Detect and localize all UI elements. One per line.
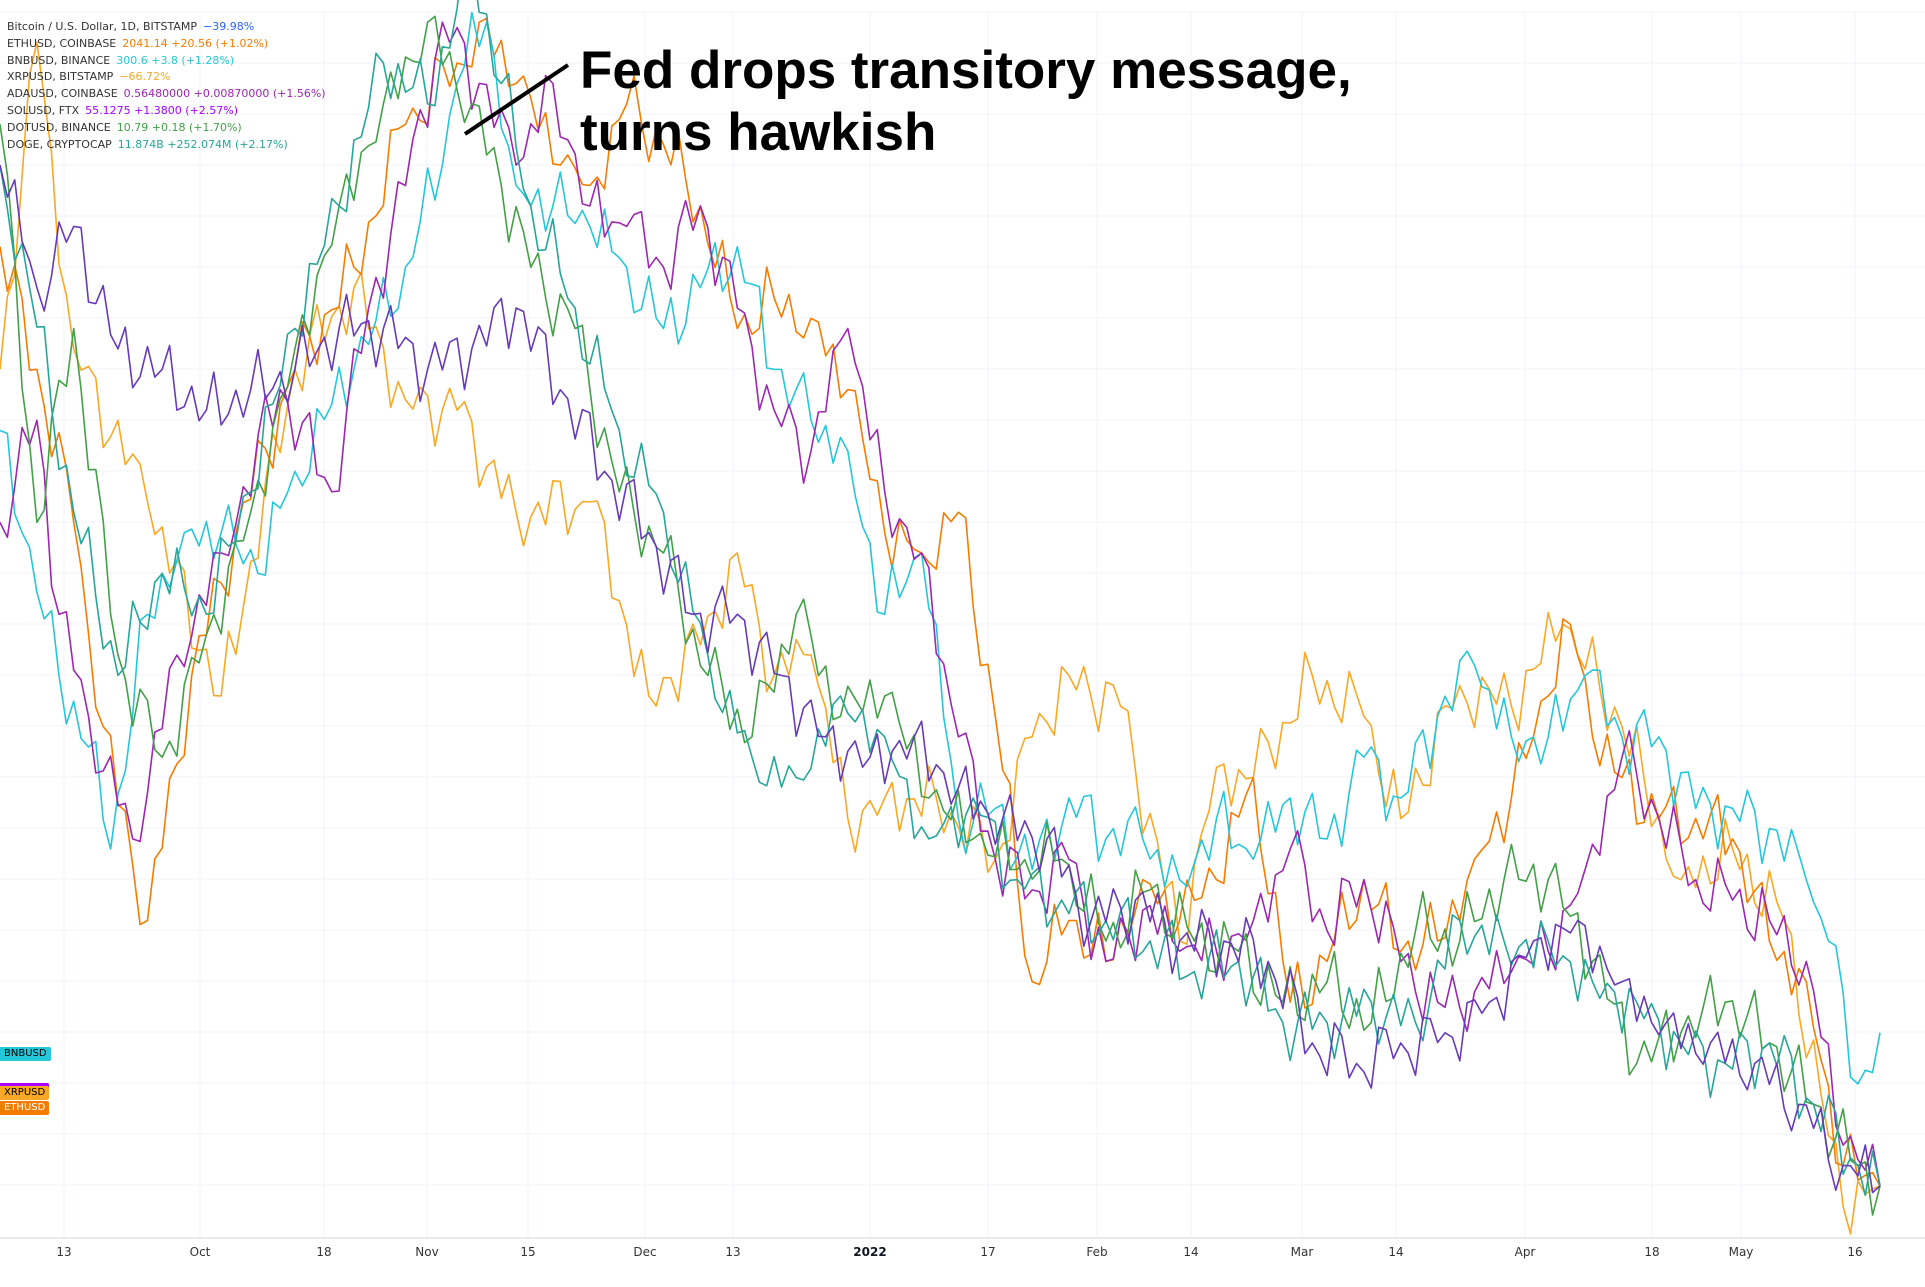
x-tick-label: 18 — [1644, 1245, 1659, 1259]
legend-value: 55.1275 +1.3800 (+2.57%) — [85, 103, 239, 117]
legend-value: 11.874B +252.074M (+2.17%) — [117, 137, 288, 151]
x-tick-label: 14 — [1183, 1245, 1198, 1259]
legend: Bitcoin / U.S. Dollar, 1D, BITSTAMP −39.9… — [7, 19, 326, 153]
legend-item[interactable]: DOTUSD, BINANCE 10.79 +0.18 (+1.70%) — [7, 120, 326, 137]
x-tick-label: 2022 — [853, 1245, 886, 1259]
x-tick-label: 17 — [980, 1245, 995, 1259]
legend-item[interactable]: ADAUSD, COINBASE 0.56480000 +0.00870000 (… — [7, 86, 326, 103]
legend-symbol: Bitcoin / U.S. Dollar, 1D, BITSTAMP — [7, 20, 197, 33]
legend-value: −66.72% — [119, 70, 171, 84]
x-tick-label: 18 — [316, 1245, 331, 1259]
legend-value: −39.98% — [202, 20, 255, 33]
legend-value: 300.6 +3.8 (+1.28%) — [116, 53, 235, 67]
legend-value: 10.79 +0.18 (+1.70%) — [116, 120, 242, 134]
legend-symbol: DOTUSD, BINANCE — [7, 120, 111, 134]
x-tick-label: May — [1729, 1245, 1754, 1259]
x-tick-label: Feb — [1086, 1245, 1107, 1259]
annotation: Fed drops transitory message, turns hawk… — [580, 40, 1352, 164]
x-tick-label: 13 — [725, 1245, 740, 1259]
annotation-pointer — [463, 63, 570, 136]
grid — [0, 11, 1925, 1239]
x-tick-label: Nov — [415, 1245, 438, 1259]
legend-symbol: DOGE, CRYPTOCAP — [7, 137, 112, 151]
x-tick-label: 14 — [1388, 1245, 1403, 1259]
legend-item[interactable]: XRPUSD, BITSTAMP −66.72% — [7, 69, 326, 86]
legend-item[interactable]: BNBUSD, BINANCE 300.6 +3.8 (+1.28%) — [7, 53, 326, 70]
annotation-line-2: turns hawkish — [580, 103, 937, 162]
legend-value: 2041.14 +20.56 (+1.02%) — [122, 36, 269, 50]
legend-item[interactable]: Bitcoin / U.S. Dollar, 1D, BITSTAMP −39.9… — [7, 19, 326, 36]
x-tick-label: 13 — [56, 1245, 71, 1259]
series-line-bnbusd — [0, 11, 1881, 1085]
x-tick-label: Mar — [1291, 1245, 1314, 1259]
series-line-doge — [0, 0, 1881, 1197]
legend-item[interactable]: ETHUSD, COINBASE 2041.14 +20.56 (+1.02%) — [7, 36, 326, 53]
series-line-dotusd — [0, 15, 1881, 1216]
price-tag-bnbusd: BNBUSD — [0, 1047, 51, 1061]
legend-symbol: ETHUSD, COINBASE — [7, 36, 117, 50]
x-tick-label: 16 — [1847, 1245, 1862, 1259]
legend-symbol: ADAUSD, COINBASE — [7, 87, 118, 101]
price-tag-xrpusd: XRPUSD — [0, 1086, 50, 1100]
legend-item[interactable]: DOGE, CRYPTOCAP 11.874B +252.074M (+2.17%… — [7, 137, 326, 154]
price-tag-ethusd: ETHUSD — [0, 1101, 50, 1115]
legend-symbol: XRPUSD, BITSTAMP — [7, 70, 114, 84]
legend-symbol: SOLUSD, FTX — [7, 103, 80, 117]
series-line-ethusd — [0, 17, 1881, 1187]
legend-symbol: BNBUSD, BINANCE — [7, 53, 111, 67]
series-line-adausd — [0, 21, 1881, 1187]
x-tick-label: Dec — [633, 1245, 656, 1259]
x-axis: 13 Oct 18 Nov 15 Dec 13 2022 17 Feb 14 Mar 14 Apr 18 Ma… — [56, 1245, 1862, 1259]
series-line-xrpusd — [0, 41, 1881, 1235]
series-group — [0, 0, 1881, 1235]
x-tick-label: Oct — [190, 1245, 211, 1259]
x-tick-label: Apr — [1515, 1245, 1536, 1259]
x-tick-label: 15 — [520, 1245, 535, 1259]
legend-value: 0.56480000 +0.00870000 (+1.56%) — [123, 87, 326, 101]
annotation-line-1: Fed drops transitory message, — [580, 41, 1352, 100]
legend-item[interactable]: SOLUSD, FTX 55.1275 +1.3800 (+2.57%) — [7, 103, 326, 120]
series-line-bitcoin — [0, 164, 1881, 1194]
